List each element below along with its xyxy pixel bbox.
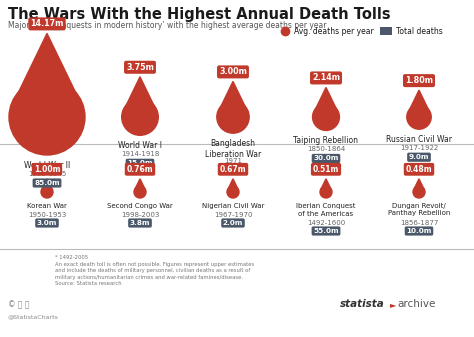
Text: 1914-1918: 1914-1918 bbox=[121, 151, 159, 157]
Text: Second Congo War: Second Congo War bbox=[107, 203, 173, 209]
Text: ►: ► bbox=[390, 300, 396, 309]
Text: 0.48m: 0.48m bbox=[406, 165, 432, 174]
Text: 85.0m: 85.0m bbox=[34, 180, 60, 186]
Circle shape bbox=[312, 103, 339, 130]
Circle shape bbox=[217, 101, 249, 133]
Text: Iberian Conquest
of the Americas: Iberian Conquest of the Americas bbox=[296, 203, 356, 216]
Text: @StatistaCharts: @StatistaCharts bbox=[8, 314, 59, 319]
Circle shape bbox=[134, 186, 146, 198]
Text: Dungan Revolt/
Panthay Rebellion: Dungan Revolt/ Panthay Rebellion bbox=[388, 203, 450, 216]
Text: 1.80m: 1.80m bbox=[405, 76, 433, 85]
Text: 3.00m: 3.00m bbox=[219, 67, 247, 76]
Text: Russian Civil War: Russian Civil War bbox=[386, 135, 452, 144]
Text: statista: statista bbox=[340, 299, 385, 309]
Polygon shape bbox=[218, 82, 248, 112]
Text: 55.0m: 55.0m bbox=[313, 228, 339, 234]
Text: 3.0m: 3.0m bbox=[223, 167, 243, 173]
Text: 1492-1600: 1492-1600 bbox=[307, 220, 345, 226]
Text: World War I: World War I bbox=[118, 141, 162, 150]
Circle shape bbox=[320, 186, 332, 198]
Text: 2.14m: 2.14m bbox=[312, 73, 340, 83]
Text: Total deaths: Total deaths bbox=[396, 27, 443, 35]
Text: archive: archive bbox=[397, 299, 436, 309]
Text: 1917-1922: 1917-1922 bbox=[400, 145, 438, 151]
Text: Major wars/conquests in modern history’ with the highest average deaths per year: Major wars/conquests in modern history’ … bbox=[8, 21, 327, 30]
Text: 1856-1877: 1856-1877 bbox=[400, 220, 438, 226]
Text: 0.51m: 0.51m bbox=[313, 165, 339, 174]
Text: 2.0m: 2.0m bbox=[223, 220, 243, 226]
Text: 10.0m: 10.0m bbox=[406, 228, 432, 234]
Polygon shape bbox=[314, 87, 338, 113]
Circle shape bbox=[413, 186, 425, 198]
Text: 1998-2003: 1998-2003 bbox=[121, 212, 159, 218]
Text: 15.0m: 15.0m bbox=[127, 160, 153, 166]
Polygon shape bbox=[228, 179, 238, 190]
FancyBboxPatch shape bbox=[0, 37, 474, 142]
Text: 1.00m: 1.00m bbox=[34, 165, 60, 174]
Text: Taiping Rebellion: Taiping Rebellion bbox=[293, 136, 358, 146]
Polygon shape bbox=[320, 179, 331, 190]
Text: 14.17m: 14.17m bbox=[30, 20, 64, 28]
Text: 0.76m: 0.76m bbox=[127, 165, 153, 174]
Polygon shape bbox=[42, 179, 53, 190]
Text: 30.0m: 30.0m bbox=[313, 155, 339, 161]
Polygon shape bbox=[135, 179, 146, 190]
Circle shape bbox=[41, 186, 53, 198]
Circle shape bbox=[122, 99, 158, 135]
Text: 9.0m: 9.0m bbox=[409, 154, 429, 160]
Text: 3.75m: 3.75m bbox=[126, 63, 154, 72]
Polygon shape bbox=[123, 77, 157, 112]
Text: 1971: 1971 bbox=[224, 158, 242, 164]
Circle shape bbox=[407, 105, 431, 129]
FancyBboxPatch shape bbox=[380, 27, 392, 35]
Circle shape bbox=[9, 79, 85, 155]
Polygon shape bbox=[12, 33, 82, 105]
Text: © Ⓢ Ⓣ: © Ⓢ Ⓣ bbox=[8, 300, 29, 309]
Text: World War II: World War II bbox=[24, 161, 70, 170]
Text: 1967-1970: 1967-1970 bbox=[214, 212, 252, 218]
Text: 1850-1864: 1850-1864 bbox=[307, 147, 345, 152]
Text: 3.8m: 3.8m bbox=[130, 220, 150, 226]
Polygon shape bbox=[413, 179, 425, 190]
FancyBboxPatch shape bbox=[0, 144, 474, 247]
Text: 3.0m: 3.0m bbox=[37, 220, 57, 226]
Text: Korean War: Korean War bbox=[27, 203, 67, 209]
Text: 1950-1953: 1950-1953 bbox=[28, 212, 66, 218]
Text: 1939-1945: 1939-1945 bbox=[28, 171, 66, 177]
Text: Nigerian Civil War: Nigerian Civil War bbox=[202, 203, 264, 209]
Circle shape bbox=[227, 186, 239, 198]
Text: The Wars With the Highest Annual Death Tolls: The Wars With the Highest Annual Death T… bbox=[8, 7, 391, 22]
Text: * 1492-2005
An exact death toll is often not possible. Figures represent upper e: * 1492-2005 An exact death toll is often… bbox=[55, 255, 254, 286]
Text: 0.67m: 0.67m bbox=[219, 165, 246, 174]
Polygon shape bbox=[408, 90, 430, 113]
Text: Bangladesh
Liberation War: Bangladesh Liberation War bbox=[205, 139, 261, 159]
Text: Avg. deaths per year: Avg. deaths per year bbox=[294, 27, 374, 35]
